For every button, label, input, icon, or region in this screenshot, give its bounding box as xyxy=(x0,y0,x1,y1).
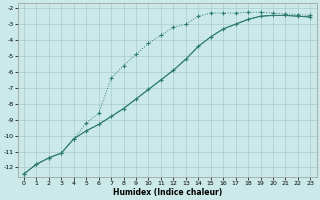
X-axis label: Humidex (Indice chaleur): Humidex (Indice chaleur) xyxy=(113,188,222,197)
